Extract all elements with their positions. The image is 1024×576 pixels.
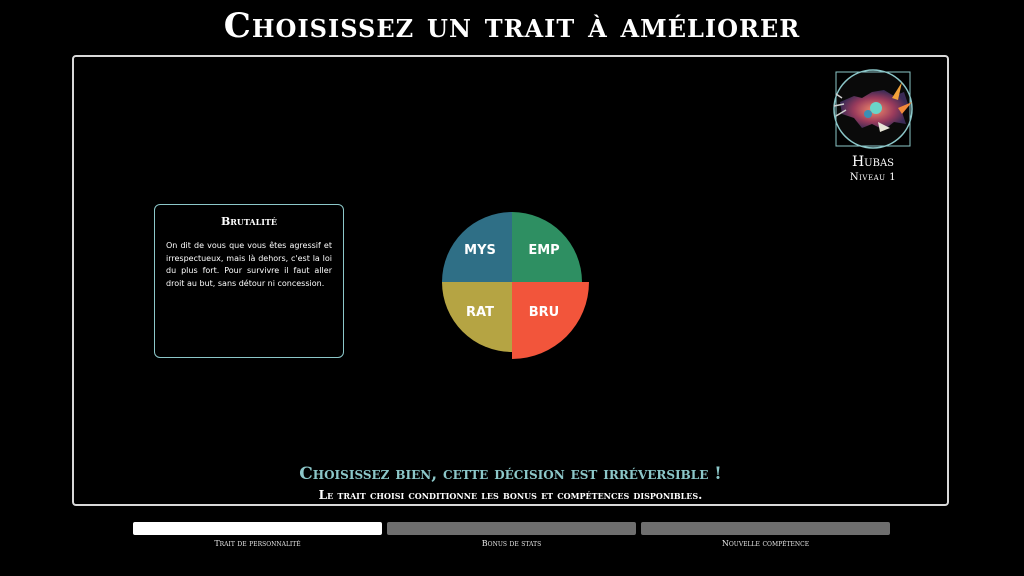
page-title: Choisissez un trait à améliorer [223, 6, 801, 46]
trait-quadrant-mys[interactable]: MYS [442, 212, 512, 282]
trait-label-emp: EMP [528, 243, 559, 258]
trait-quadrant-emp[interactable]: EMP [512, 212, 582, 282]
creature-portrait-icon [833, 69, 913, 149]
character-name: Hubas [851, 154, 895, 170]
trait-description-text: On dit de vous que vous êtes agressif et… [166, 241, 332, 288]
character-portrait[interactable] [832, 68, 914, 150]
step-bar-skill [641, 522, 890, 535]
trait-quadrant-rat[interactable]: RAT [442, 282, 512, 352]
step-label-stats: Bonus de stats [481, 539, 542, 548]
step-bar-stats [387, 522, 636, 535]
step-label-skill: Nouvelle compétence [721, 539, 810, 548]
trait-wheel: MYS EMP RAT BRU [440, 210, 592, 362]
step-label-trait: Trait de personnalité [214, 539, 301, 548]
trait-label-rat: RAT [466, 305, 494, 320]
main-panel [72, 55, 949, 506]
trait-description-title: Brutalité [220, 215, 278, 228]
trait-label-mys: MYS [464, 243, 496, 258]
trait-label-bru: BRU [529, 305, 559, 320]
trait-quadrant-bru[interactable]: BRU [512, 282, 589, 359]
character-level: Niveau 1 [849, 172, 897, 183]
step-bar-trait [133, 522, 382, 535]
warning-message: Choisissez bien, cette décision est irré… [299, 464, 722, 484]
info-message: Le trait choisi conditionne les bonus et… [318, 488, 703, 502]
trait-description-card: Brutalité On dit de vous que vous êtes a… [154, 204, 344, 358]
